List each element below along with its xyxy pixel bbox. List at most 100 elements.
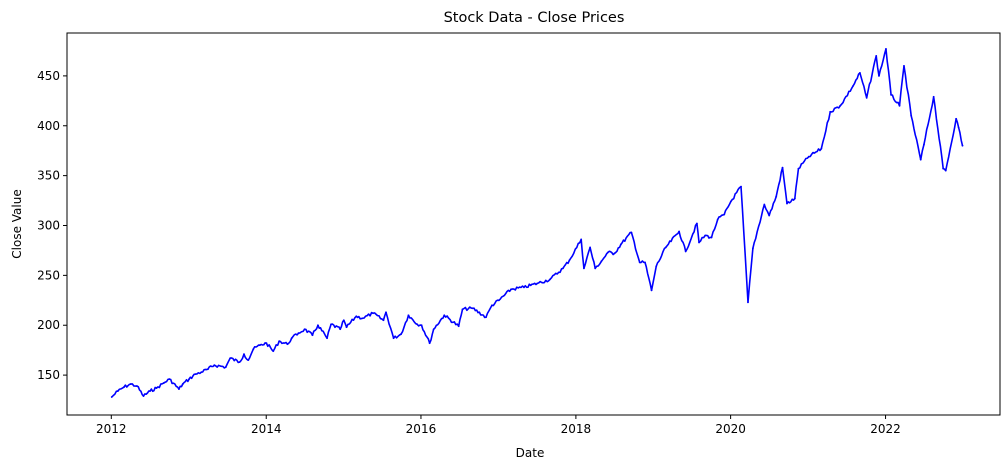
- data-point: [716, 218, 719, 221]
- data-point: [710, 236, 713, 239]
- data-point: [155, 387, 158, 389]
- data-point: [650, 289, 653, 292]
- data-point: [944, 169, 947, 172]
- data-point: [142, 395, 145, 397]
- data-point: [194, 373, 197, 376]
- y-axis: 150 200 250 300 350 400 450: [37, 69, 67, 382]
- data-point: [562, 267, 564, 270]
- data-point: [919, 158, 922, 161]
- data-point: [385, 311, 387, 314]
- data-point: [330, 323, 332, 326]
- data-point: [265, 342, 268, 345]
- data-point: [317, 324, 319, 327]
- data-point: [878, 74, 880, 77]
- data-point: [311, 334, 314, 337]
- data-point: [342, 319, 345, 322]
- data-point: [932, 95, 935, 98]
- x-axis: 2012 2014 2016 2018 2020 2022: [96, 415, 901, 436]
- data-point: [510, 288, 512, 291]
- data-point: [839, 104, 842, 107]
- data-point: [491, 304, 493, 307]
- data-point: [775, 195, 778, 198]
- data-point: [407, 314, 410, 317]
- data-point: [123, 386, 125, 388]
- y-axis-title: Close Value: [10, 189, 24, 258]
- data-point: [382, 319, 385, 322]
- data-point: [723, 213, 726, 216]
- data-point: [852, 84, 855, 87]
- data-point: [890, 93, 892, 96]
- data-point: [898, 104, 901, 107]
- data-point: [110, 396, 113, 398]
- series-line: [111, 48, 964, 398]
- data-point: [432, 328, 435, 331]
- data-point: [286, 343, 289, 346]
- data-point: [568, 259, 571, 262]
- x-tick-label: 2012: [96, 422, 127, 436]
- data-point: [243, 353, 245, 356]
- data-point: [149, 390, 151, 392]
- data-point: [589, 246, 591, 249]
- data-point: [875, 55, 878, 57]
- data-point: [747, 301, 749, 304]
- data-point: [740, 185, 742, 188]
- data-point: [768, 214, 771, 217]
- y-tick-label: 150: [37, 368, 60, 382]
- data-point: [392, 337, 395, 340]
- data-point: [272, 350, 275, 353]
- data-point: [781, 166, 784, 169]
- data-point: [485, 316, 487, 319]
- data-point: [820, 147, 823, 150]
- data-point: [181, 383, 184, 385]
- data-point: [638, 261, 641, 264]
- data-point: [751, 247, 754, 250]
- data-point: [252, 348, 255, 351]
- data-point: [865, 96, 868, 99]
- data-point: [613, 252, 616, 255]
- data-point: [224, 366, 227, 369]
- data-point: [523, 286, 525, 289]
- data-point: [684, 250, 687, 253]
- data-point: [461, 308, 464, 311]
- data-point: [116, 390, 119, 392]
- data-point: [664, 246, 667, 249]
- data-point: [619, 243, 622, 246]
- data-point: [655, 265, 658, 268]
- data-point: [829, 110, 832, 113]
- data-point: [793, 197, 796, 200]
- data-point: [213, 364, 216, 367]
- y-tick-label: 200: [37, 318, 60, 332]
- data-point: [420, 324, 423, 327]
- data-point: [678, 230, 681, 233]
- data-point: [178, 388, 180, 390]
- data-point: [238, 361, 241, 364]
- data-point: [644, 261, 646, 264]
- data-point: [345, 326, 348, 329]
- x-tick-label: 2018: [561, 422, 592, 436]
- data-point: [129, 383, 132, 385]
- data-point: [200, 371, 203, 374]
- y-tick-label: 450: [37, 69, 60, 83]
- data-point: [339, 328, 342, 331]
- data-point: [786, 202, 788, 205]
- data-point: [303, 328, 306, 331]
- data-point: [372, 312, 374, 315]
- x-tick-label: 2016: [406, 422, 437, 436]
- x-axis-title: Date: [516, 446, 545, 460]
- data-point: [428, 342, 431, 345]
- data-point: [278, 340, 281, 343]
- data-point: [704, 234, 707, 237]
- data-point: [549, 278, 551, 281]
- data-point: [188, 378, 190, 380]
- data-point: [457, 325, 460, 328]
- data-point: [910, 114, 913, 117]
- data-point: [136, 385, 138, 387]
- data-point: [942, 167, 945, 170]
- data-point: [594, 267, 597, 270]
- data-point: [229, 357, 232, 360]
- data-point: [961, 144, 964, 147]
- plot-area-frame: [66, 32, 1001, 416]
- series-layer: [110, 48, 964, 398]
